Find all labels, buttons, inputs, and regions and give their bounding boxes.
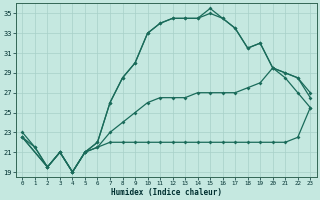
- X-axis label: Humidex (Indice chaleur): Humidex (Indice chaleur): [111, 188, 222, 197]
